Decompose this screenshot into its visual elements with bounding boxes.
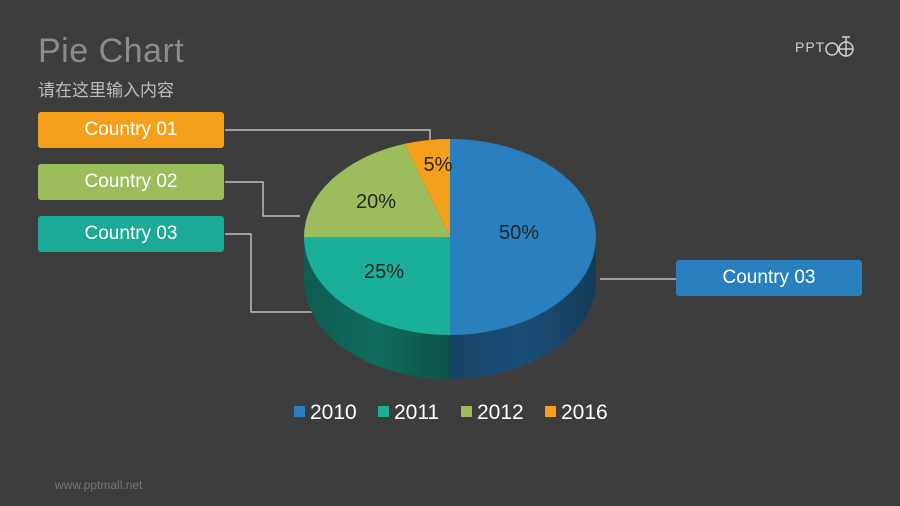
callout-label: Country 01 [84, 119, 178, 140]
pie-slice-2012 [304, 143, 450, 237]
legend-swatch [378, 406, 389, 417]
leader-line-country-02 [225, 181, 300, 217]
leader-line-country-03 [225, 233, 318, 313]
callout-country-02: Country 02 [38, 164, 224, 200]
pie-side-shade [304, 237, 450, 379]
callout-label: Country 03 [84, 223, 178, 244]
slide-title: Pie Chart [38, 32, 185, 70]
logo-mark-icon [825, 36, 854, 57]
legend-swatch [294, 406, 305, 417]
legend-item-2010: 2010 [294, 401, 357, 424]
legend-item-2016: 2016 [545, 401, 608, 424]
logo-text: PPT [795, 39, 826, 55]
data-label-2012: 20% [356, 191, 396, 213]
legend-label: 2016 [561, 401, 608, 424]
legend-label: 2012 [477, 401, 524, 424]
footer-url: www.pptmall.net [55, 478, 143, 492]
pie-slice-2016 [404, 139, 450, 237]
data-label-2016: 5% [424, 154, 453, 176]
pie-slices [304, 139, 596, 335]
legend-swatch [461, 406, 472, 417]
slide-subtitle: 请在这里输入内容 [38, 81, 174, 101]
legend: 2010 2011 2012 2016 [294, 401, 608, 424]
legend-label: 2011 [394, 401, 439, 424]
callout-label: Country 03 [722, 267, 816, 288]
legend-label: 2010 [310, 401, 357, 424]
callout-country-03: Country 03 [38, 216, 224, 252]
callout-label: Country 02 [84, 171, 178, 192]
pie-sides [304, 237, 596, 379]
callout-country-01: Country 01 [38, 112, 224, 148]
brand-logo: PPT [795, 34, 855, 60]
callout-country-03-right: Country 03 [676, 260, 862, 296]
data-label-2011: 25% [364, 261, 404, 283]
data-label-2010: 50% [499, 222, 539, 244]
pie-slice-2011 [304, 237, 450, 335]
legend-swatch [545, 406, 556, 417]
pie-side-shade [450, 237, 596, 379]
pie-data-labels: 50% 25% 20% 5% [356, 154, 539, 283]
legend-item-2011: 2011 [378, 401, 439, 424]
pie-slice-2010 [450, 139, 596, 335]
legend-item-2012: 2012 [461, 401, 524, 424]
